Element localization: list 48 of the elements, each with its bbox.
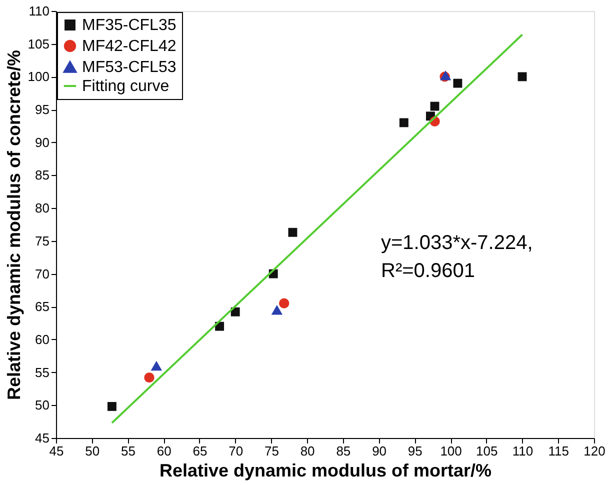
x-tick-label: 120	[584, 444, 606, 458]
x-tick-label: 45	[49, 444, 64, 458]
point	[279, 298, 290, 308]
x-tick-label: 50	[85, 444, 100, 458]
x-tick-label: 100	[440, 444, 462, 458]
y-tick-label: 65	[35, 299, 50, 314]
x-tick-label: 55	[121, 444, 136, 458]
x-tick-label: 105	[476, 444, 498, 458]
x-tick-label: 110	[512, 444, 534, 458]
y-tick-label: 90	[35, 134, 50, 150]
x-tick-label: 85	[336, 444, 351, 458]
y-tick-label: 45	[35, 430, 50, 446]
legend-label: Fitting curve	[82, 78, 170, 95]
point	[150, 360, 162, 371]
x-tick-label: 70	[228, 444, 244, 458]
annotation: R²=0.9601	[381, 260, 475, 282]
x-axis-title: Relative dynamic modulus of mortar/%	[159, 460, 492, 480]
y-tick-label: 105	[28, 36, 50, 52]
y-tick-label: 110	[28, 4, 50, 18]
x-tick-label: 115	[548, 444, 569, 458]
point	[288, 228, 298, 237]
point	[271, 305, 283, 315]
y-tick-label: 75	[35, 233, 50, 248]
y-tick-label: 50	[35, 398, 50, 413]
legend-label: MF42-CFL42	[82, 38, 176, 55]
x-tick-label: 60	[156, 444, 172, 458]
y-tick-label: 55	[35, 364, 50, 380]
x-tick-label: 75	[264, 444, 279, 458]
x-tick-label: 90	[372, 444, 387, 458]
point	[453, 78, 462, 88]
point	[518, 72, 527, 82]
legend-label: MF35-CFL35	[82, 17, 176, 34]
x-tick-label: 65	[192, 444, 208, 458]
y-tick-label: 70	[35, 266, 50, 282]
y-tick-label: 100	[28, 69, 50, 84]
point	[399, 118, 408, 128]
y-tick-label: 60	[35, 332, 50, 347]
y-tick-label: 80	[35, 200, 50, 216]
y-tick-label: 95	[35, 102, 50, 118]
y-axis-title: Relative dynamic modulus of concrete/%	[4, 50, 24, 400]
x-tick-label: 80	[300, 444, 315, 458]
point	[107, 402, 116, 411]
x-tick-label: 95	[408, 444, 422, 458]
y-tick-label: 85	[35, 168, 50, 183]
annotation: y=1.033*x-7.224,	[381, 232, 533, 254]
legend-label: MF53-CFL53	[82, 59, 176, 76]
point	[144, 372, 154, 383]
point	[430, 102, 440, 111]
